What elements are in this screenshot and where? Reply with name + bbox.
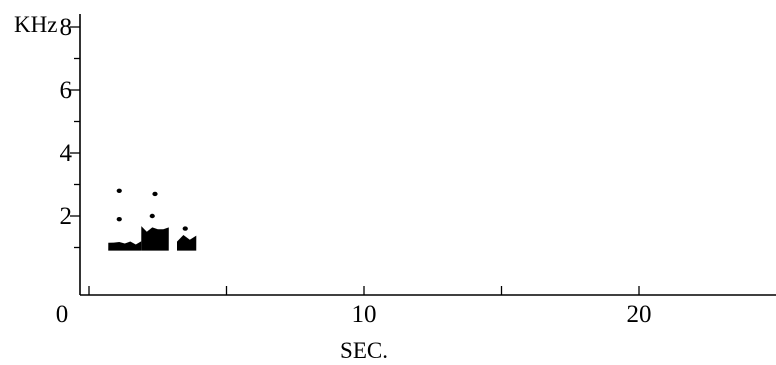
spectrogram-spot [149, 213, 155, 219]
x-tick-label: 10 [352, 301, 377, 328]
spectrogram-spot [116, 216, 122, 222]
spectrogram-marks [108, 188, 197, 251]
x-tick-label: 20 [627, 301, 652, 328]
spectrogram-spot [182, 226, 188, 231]
x-axis-ticks: 0 10 20 [56, 286, 652, 328]
x-axis-title: SEC. [340, 338, 388, 363]
x-tick-label: 0 [56, 301, 69, 328]
spectrogram-spot [152, 191, 158, 197]
spectrogram-segment [141, 226, 169, 251]
spectrogram-segment [177, 235, 197, 251]
spectrogram-spot [116, 188, 122, 193]
y-axis-title: KHz [14, 12, 57, 37]
y-tick-label: 4 [60, 140, 73, 167]
y-tick-label: 8 [60, 14, 73, 41]
y-axis-ticks: 2 4 6 8 [60, 14, 80, 249]
y-tick-label: 6 [60, 77, 73, 104]
spectrogram-segment [108, 241, 142, 251]
y-tick-label: 2 [60, 203, 73, 230]
